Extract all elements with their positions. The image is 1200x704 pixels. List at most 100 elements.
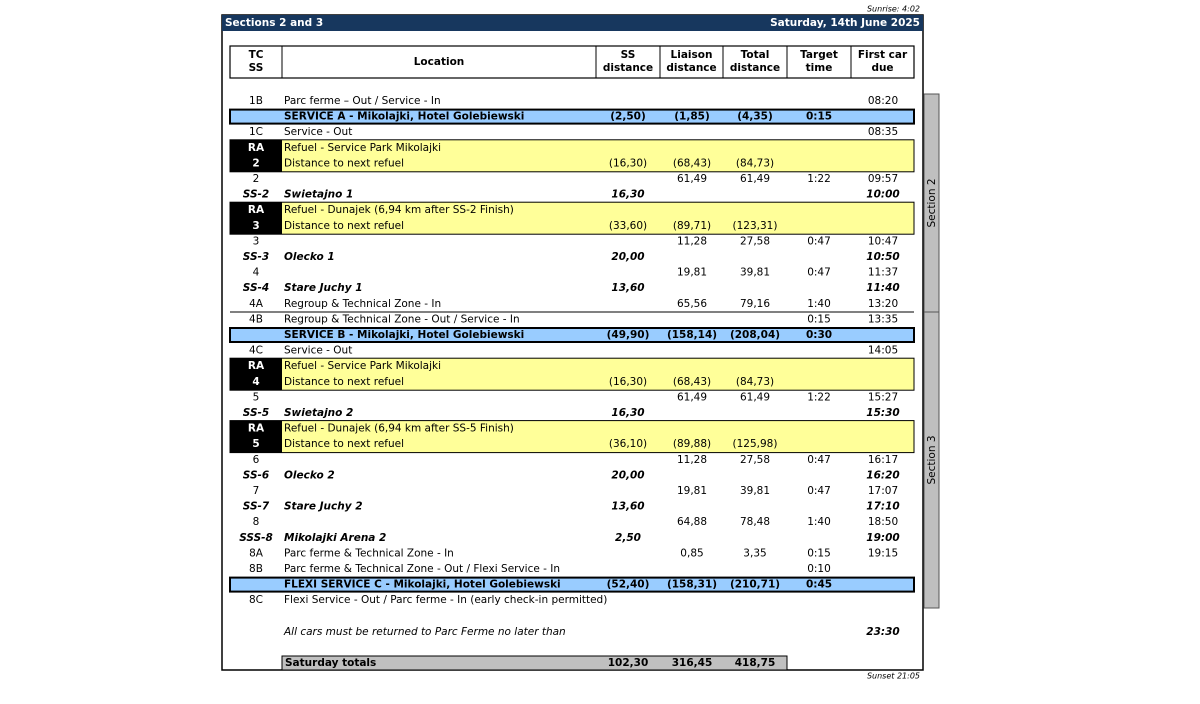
cell: (16,30) (609, 376, 647, 388)
cell: (49,90) (607, 329, 650, 341)
cell: 27,58 (740, 235, 770, 247)
cell: (210,71) (730, 579, 780, 591)
cell: 0:47 (807, 235, 831, 247)
cell: 17:07 (868, 485, 898, 497)
note: All cars must be returned to Parc Ferme … (283, 626, 566, 638)
cell: (125,98) (733, 438, 778, 450)
location: Olecko 1 (284, 251, 335, 263)
tc: RA (248, 204, 265, 216)
location: Regroup & Technical Zone - In (284, 298, 441, 310)
cell: 1:22 (807, 391, 831, 403)
tc: RA (248, 423, 265, 435)
location: Refuel - Dunajek (6,94 km after SS-2 Fin… (284, 204, 514, 216)
cell: 10:00 (866, 189, 899, 201)
cell: 39,81 (740, 485, 770, 497)
sunset: Sunset 21:05 (867, 672, 920, 681)
cell: 0:45 (806, 579, 832, 591)
tc: 4B (249, 313, 263, 325)
location: Stare Juchy 1 (284, 282, 363, 294)
cell: 13,60 (611, 282, 644, 294)
tc: 8A (249, 547, 264, 559)
tc: SS-6 (243, 469, 269, 481)
sunrise: Sunrise: 4:02 (867, 5, 920, 14)
header-bar (222, 15, 923, 31)
cell: (36,10) (609, 438, 647, 450)
cell: 61,49 (677, 173, 707, 185)
cell: 10:50 (866, 251, 899, 263)
cell: 11:37 (868, 267, 898, 279)
column-heading: Target (800, 49, 838, 61)
location: Refuel - Service Park Mikolajki (284, 142, 441, 154)
tc: SS-4 (243, 282, 269, 294)
column-heading: distance (666, 62, 716, 74)
column-heading: Location (414, 56, 465, 68)
column-heading: time (806, 62, 833, 74)
cell: 61,49 (677, 391, 707, 403)
location: Service - Out (284, 345, 352, 357)
tc: 6 (253, 454, 260, 466)
cell: 13:35 (868, 313, 898, 325)
cell: 19:15 (868, 547, 898, 559)
service-band (229, 108, 915, 125)
cell: (2,50) (610, 111, 646, 123)
cell: 19,81 (677, 267, 707, 279)
cell: 09:57 (868, 173, 898, 185)
location: Stare Juchy 2 (284, 501, 363, 513)
cell: (158,31) (667, 579, 717, 591)
column-heading: SS (621, 49, 636, 61)
cell: 11,28 (677, 454, 707, 466)
section-label: Section 3 (926, 435, 938, 484)
cell: (158,14) (667, 329, 717, 341)
tc: 1B (249, 95, 263, 107)
tc: 8 (253, 516, 260, 528)
refuel-tag (230, 139, 282, 172)
refuel-tag (230, 358, 282, 391)
location: Parc ferme & Technical Zone - In (284, 547, 454, 559)
refuel-tag (230, 202, 282, 235)
cell: 10:47 (868, 235, 898, 247)
location: Flexi Service - Out / Parc ferme - In (e… (284, 594, 607, 606)
cell: 1:22 (807, 173, 831, 185)
location: FLEXI SERVICE C - Mikolajki, Hotel Goleb… (284, 579, 561, 591)
cell: 13,60 (611, 501, 644, 513)
cell: 16,30 (611, 189, 644, 201)
cell: 14:05 (868, 345, 898, 357)
tc: 2 (253, 173, 260, 185)
cell: 16,30 (611, 407, 644, 419)
tc: 4 (253, 267, 260, 279)
cell: (68,43) (673, 157, 711, 169)
cell: 15:27 (868, 391, 898, 403)
column-heading: Total (741, 49, 770, 61)
cell: (89,71) (673, 220, 711, 232)
cell: 0:30 (806, 329, 832, 341)
cell: (68,43) (673, 376, 711, 388)
column-header (229, 45, 915, 79)
location: Distance to next refuel (284, 438, 404, 450)
tc: SS-2 (243, 189, 269, 201)
column-heading: SS (249, 62, 264, 74)
cell: 19,81 (677, 485, 707, 497)
location: Mikolajki Arena 2 (284, 532, 386, 544)
cell: 11:40 (866, 282, 899, 294)
tc: 8B (249, 563, 263, 575)
cell: 3,35 (743, 547, 766, 559)
cell: 0:15 (807, 313, 831, 325)
location: Swietajno 1 (284, 189, 353, 201)
tc: SS-3 (243, 251, 269, 263)
cell: 0:47 (807, 485, 831, 497)
cell: (16,30) (609, 157, 647, 169)
cell: 20,00 (611, 251, 644, 263)
cell: 0:47 (807, 454, 831, 466)
cell: 0,85 (680, 547, 703, 559)
cell: (123,31) (733, 220, 778, 232)
column-heading: distance (730, 62, 780, 74)
location: Parc ferme & Technical Zone - Out / Flex… (284, 563, 560, 575)
column-heading: TC (249, 49, 264, 61)
cell: (1,85) (674, 111, 710, 123)
cell: 78,48 (740, 516, 770, 528)
cell: 11,28 (677, 235, 707, 247)
cell: 08:20 (868, 95, 898, 107)
location: SERVICE B - Mikolajki, Hotel Golebiewski (284, 329, 524, 341)
cell: 2,50 (615, 532, 641, 544)
